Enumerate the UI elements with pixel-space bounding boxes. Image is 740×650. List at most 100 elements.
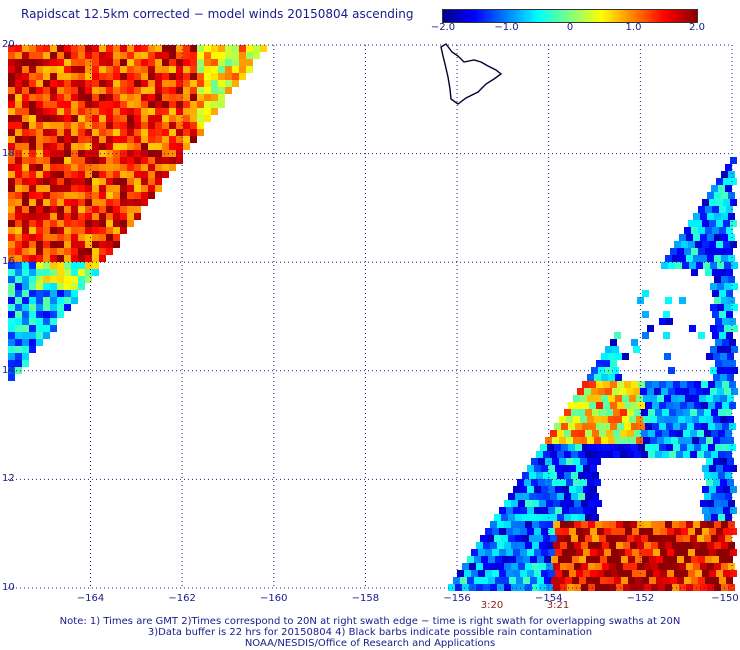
wind-diff-cell — [92, 164, 99, 171]
wind-diff-cell — [50, 227, 57, 234]
wind-diff-cell — [99, 171, 106, 178]
wind-diff-cell — [645, 402, 652, 409]
wind-diff-cell — [708, 423, 715, 430]
wind-diff-cell — [706, 479, 713, 486]
wind-diff-cell — [712, 227, 719, 234]
wind-diff-cell — [601, 374, 608, 381]
wind-diff-cell — [29, 325, 36, 332]
wind-diff-cell — [85, 59, 92, 66]
wind-diff-cell — [722, 339, 729, 346]
wind-diff-cell — [726, 577, 733, 584]
wind-diff-cell — [709, 549, 716, 556]
wind-diff-cell — [529, 493, 536, 500]
wind-diff-cell — [476, 542, 483, 549]
wind-diff-cell — [565, 577, 572, 584]
wind-diff-cell — [639, 528, 646, 535]
wind-diff-cell — [719, 206, 726, 213]
wind-diff-cell — [534, 486, 541, 493]
wind-diff-cell — [22, 192, 29, 199]
wind-diff-cell — [467, 556, 474, 563]
wind-diff-cell — [592, 493, 599, 500]
wind-diff-cell — [22, 213, 29, 220]
wind-diff-cell — [29, 220, 36, 227]
wind-diff-cell — [64, 171, 71, 178]
wind-diff-cell — [141, 122, 148, 129]
wind-diff-cell — [681, 570, 688, 577]
wind-diff-cell — [518, 563, 525, 570]
wind-diff-cell — [155, 66, 162, 73]
wind-diff-cell — [57, 276, 64, 283]
wind-diff-cell — [71, 220, 78, 227]
wind-diff-cell — [564, 535, 571, 542]
wind-diff-cell — [183, 129, 190, 136]
wind-diff-cell — [718, 185, 725, 192]
wind-diff-cell — [490, 542, 497, 549]
wind-diff-cell — [64, 297, 71, 304]
wind-diff-cell — [50, 171, 57, 178]
wind-diff-cell — [169, 52, 176, 59]
wind-diff-cell — [64, 206, 71, 213]
wind-diff-cell — [113, 59, 120, 66]
wind-diff-cell — [106, 192, 113, 199]
wind-diff-cell — [709, 486, 716, 493]
wind-diff-cell — [585, 535, 592, 542]
wind-diff-cell — [36, 52, 43, 59]
wind-diff-cell — [22, 283, 29, 290]
wind-diff-cell — [50, 185, 57, 192]
wind-diff-cell — [502, 556, 509, 563]
wind-diff-cell — [162, 52, 169, 59]
wind-diff-cell — [85, 143, 92, 150]
wind-diff-cell — [50, 297, 57, 304]
wind-diff-cell — [190, 59, 197, 66]
wind-diff-cell — [714, 213, 721, 220]
wind-diff-cell — [611, 528, 618, 535]
wind-diff-cell — [225, 52, 232, 59]
wind-diff-cell — [585, 430, 592, 437]
wind-diff-cell — [520, 486, 527, 493]
wind-diff-cell — [656, 556, 663, 563]
wind-diff-cell — [725, 472, 732, 479]
wind-diff-cell — [22, 227, 29, 234]
wind-diff-cell — [36, 332, 43, 339]
wind-diff-cell — [727, 479, 734, 486]
wind-diff-cell — [106, 157, 113, 164]
wind-diff-cell — [714, 521, 721, 528]
wind-diff-cell — [611, 549, 618, 556]
wind-diff-cell — [85, 66, 92, 73]
wind-diff-cell — [609, 563, 616, 570]
wind-diff-cell — [688, 528, 695, 535]
wind-diff-cell — [211, 101, 218, 108]
wind-diff-cell — [567, 563, 574, 570]
wind-diff-cell — [539, 521, 546, 528]
wind-diff-cell — [579, 556, 586, 563]
wind-diff-cell — [43, 66, 50, 73]
wind-diff-cell — [713, 458, 720, 465]
wind-diff-cell — [106, 87, 113, 94]
wind-diff-cell — [22, 171, 29, 178]
wind-diff-cell — [696, 388, 703, 395]
wind-diff-cell — [707, 500, 714, 507]
wind-diff-cell — [617, 444, 624, 451]
wind-diff-cell — [650, 395, 657, 402]
wind-diff-cell — [99, 136, 106, 143]
wind-diff-cell — [569, 507, 576, 514]
wind-diff-cell — [22, 220, 29, 227]
wind-diff-cell — [50, 80, 57, 87]
wind-diff-cell — [29, 157, 36, 164]
wind-diff-cell — [687, 402, 694, 409]
wind-diff-cell — [15, 101, 22, 108]
wind-diff-cell — [106, 108, 113, 115]
wind-diff-cell — [488, 577, 495, 584]
wind-diff-cell — [141, 80, 148, 87]
wind-diff-cell — [36, 101, 43, 108]
wind-diff-cell — [85, 108, 92, 115]
wind-diff-cell — [15, 206, 22, 213]
wind-diff-cell — [647, 388, 654, 395]
wind-diff-cell — [643, 416, 650, 423]
wind-diff-cell — [57, 94, 64, 101]
wind-diff-cell — [727, 353, 734, 360]
wind-diff-cell — [36, 87, 43, 94]
wind-diff-cell — [495, 556, 502, 563]
wind-diff-cell — [642, 290, 649, 297]
wind-diff-cell — [148, 108, 155, 115]
